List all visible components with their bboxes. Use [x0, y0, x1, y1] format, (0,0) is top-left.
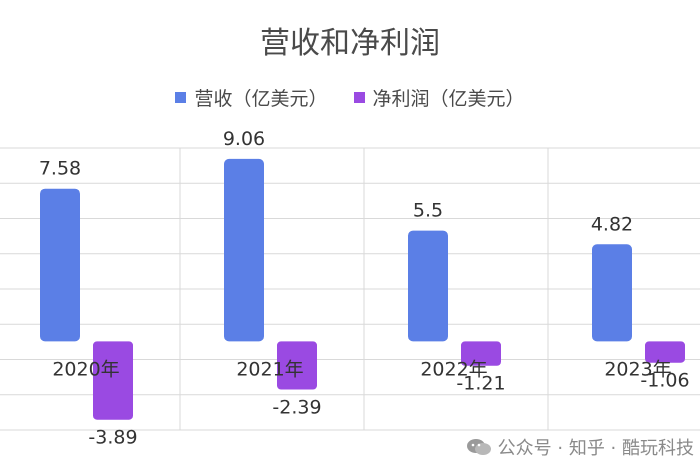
data-label-net-profit-1: -3.89: [88, 427, 137, 449]
bar-revenue-4: [592, 244, 632, 342]
category-label-1: 2020年: [52, 358, 119, 380]
legend-swatch-revenue: [175, 92, 187, 103]
bar-net-profit-4: [645, 341, 685, 363]
bar-revenue-3: [408, 230, 448, 342]
category-label-3: 2022年: [420, 358, 487, 380]
legend-swatch-net-profit: [353, 92, 365, 103]
bar-net-profit-3: [461, 341, 501, 366]
watermark: 公众号 · 知乎 · 酷玩科技: [466, 434, 694, 460]
data-label-net-profit-3: -1.21: [456, 373, 505, 395]
data-label-revenue-2: 9.06: [223, 128, 265, 150]
data-label-net-profit-2: -2.39: [272, 397, 321, 419]
wechat-icon: [466, 439, 491, 455]
category-label-4: 2023年: [604, 358, 671, 380]
data-label-net-profit-4: -1.06: [640, 370, 689, 392]
chart-title: 营收和净利润: [260, 26, 440, 61]
legend-label-net-profit: 净利润（亿美元）: [372, 88, 525, 110]
chart-legend: 营收（亿美元） 净利润（亿美元）: [0, 84, 700, 111]
bar-net-profit-1: [93, 341, 133, 420]
bar-revenue-1: [40, 188, 80, 342]
legend-item-revenue: 营收（亿美元）: [175, 84, 328, 111]
data-label-revenue-1: 7.58: [39, 158, 81, 180]
legend-label-revenue: 营收（亿美元）: [194, 88, 328, 110]
data-label-revenue-3: 5.5: [413, 200, 443, 222]
data-label-revenue-4: 4.82: [591, 213, 633, 235]
legend-item-net-profit: 净利润（亿美元）: [353, 84, 525, 111]
bar-revenue-2: [224, 158, 264, 342]
category-label-2: 2021年: [236, 358, 303, 380]
watermark-text: 公众号 · 知乎 · 酷玩科技: [497, 438, 694, 459]
bar-net-profit-2: [277, 341, 317, 390]
